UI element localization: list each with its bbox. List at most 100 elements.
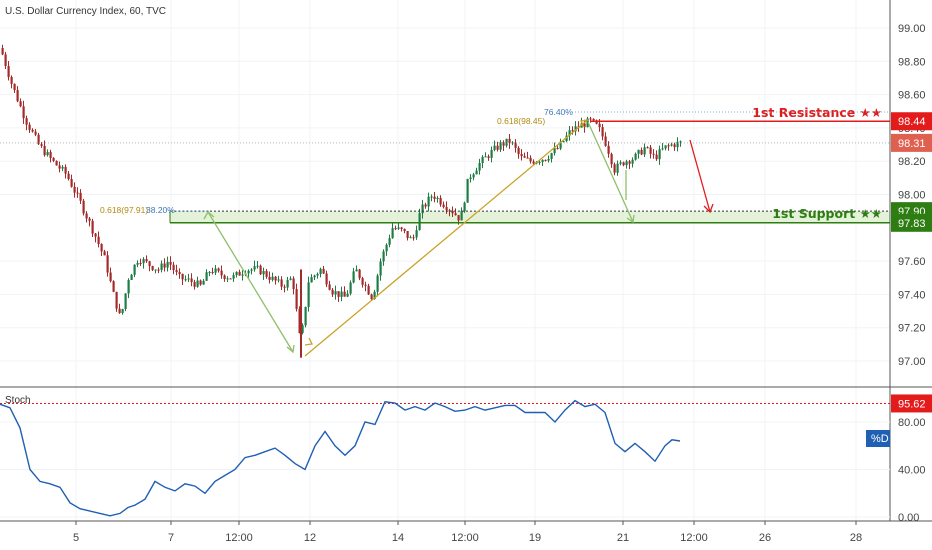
stoch-layer: 80.00 40.00 0.00 95.62 %D bbox=[0, 394, 932, 524]
candle-body bbox=[379, 261, 382, 276]
candle-body bbox=[268, 276, 271, 280]
candle-body bbox=[310, 277, 313, 283]
candle-body bbox=[544, 159, 547, 161]
candle-body bbox=[589, 118, 592, 120]
grid bbox=[0, 0, 890, 521]
support-label: 1st Support ★★ bbox=[772, 206, 882, 221]
candle-body bbox=[319, 268, 322, 274]
overlays: 1st Resistance ★★ 1st Support ★★ 0.618(97.… bbox=[0, 105, 890, 357]
candle-body bbox=[454, 213, 457, 216]
candle-body bbox=[463, 202, 466, 212]
candle-body bbox=[256, 265, 259, 267]
fib-line bbox=[304, 119, 589, 357]
candle-body bbox=[436, 197, 439, 199]
candle-body bbox=[610, 153, 613, 165]
price-tick-label: 97.40 bbox=[898, 289, 926, 301]
candle-body bbox=[595, 120, 598, 124]
candle-body bbox=[241, 274, 244, 276]
candle-body bbox=[181, 273, 184, 280]
candle-body bbox=[67, 173, 70, 179]
candle-body bbox=[628, 161, 631, 164]
candle-body bbox=[496, 145, 499, 150]
fib-arrow-head bbox=[304, 337, 313, 346]
candle-body bbox=[289, 278, 292, 280]
projection-arrow bbox=[689, 139, 711, 213]
candle-body bbox=[565, 135, 568, 142]
candle-body bbox=[478, 163, 481, 171]
candle-body bbox=[280, 279, 283, 287]
candle-body bbox=[490, 149, 493, 158]
candle-body bbox=[421, 204, 424, 214]
last-price-badge: 98.31 bbox=[898, 138, 926, 150]
candle-body bbox=[505, 138, 508, 146]
candle-body bbox=[487, 156, 490, 158]
candle-body bbox=[301, 325, 304, 333]
candle-body bbox=[403, 228, 406, 231]
candle-body bbox=[190, 278, 193, 283]
candle-body bbox=[193, 282, 196, 287]
candle-body bbox=[139, 263, 142, 265]
candle-body bbox=[529, 157, 532, 162]
candle-body bbox=[331, 289, 334, 295]
candle-body bbox=[517, 147, 520, 155]
candle-body bbox=[568, 130, 571, 136]
candle-body bbox=[457, 215, 460, 221]
candle-body bbox=[511, 142, 514, 144]
candle-body bbox=[541, 159, 544, 162]
candle-body bbox=[31, 129, 34, 132]
candle-body bbox=[382, 251, 385, 262]
candle-body bbox=[373, 291, 376, 300]
candle-body bbox=[481, 156, 484, 164]
price-tick-label: 97.60 bbox=[898, 256, 926, 268]
candle-body bbox=[205, 272, 208, 281]
candle-body bbox=[88, 218, 91, 221]
candle-body bbox=[412, 237, 415, 239]
candle-body bbox=[316, 273, 319, 276]
candle-body bbox=[73, 186, 76, 193]
candle-body bbox=[100, 243, 103, 252]
candle-body bbox=[340, 291, 343, 297]
candle-body bbox=[622, 162, 625, 166]
candle-body bbox=[475, 170, 478, 175]
candle-body bbox=[217, 268, 220, 271]
pattern-arrow-head bbox=[626, 214, 635, 224]
candle-body bbox=[124, 293, 127, 310]
candle-body bbox=[361, 278, 364, 285]
candle-body bbox=[424, 204, 427, 207]
candle-body bbox=[526, 157, 529, 159]
candle-body bbox=[370, 294, 373, 300]
candle-body bbox=[499, 142, 502, 150]
candle-body bbox=[250, 269, 253, 271]
candle-body bbox=[133, 264, 136, 275]
candle-body bbox=[109, 272, 112, 282]
candle-body bbox=[670, 144, 673, 146]
stoch-tick-label: 0.00 bbox=[898, 512, 919, 524]
pattern-arrow bbox=[587, 121, 634, 223]
candle-body bbox=[466, 178, 469, 203]
candle-body bbox=[34, 131, 37, 135]
resistance-label: 1st Resistance ★★ bbox=[752, 105, 882, 120]
candle-body bbox=[508, 138, 511, 144]
candle-body bbox=[172, 264, 175, 271]
candle-body bbox=[352, 271, 355, 283]
stoch-d-badge: %D bbox=[871, 433, 889, 445]
candle-body bbox=[631, 159, 634, 164]
candle-body bbox=[106, 255, 109, 273]
candle-body bbox=[43, 145, 46, 156]
price-tick-label: 99.00 bbox=[898, 23, 926, 35]
candle-body bbox=[4, 54, 7, 67]
candle-body bbox=[259, 265, 262, 275]
candle-body bbox=[226, 278, 229, 280]
price-pane bbox=[0, 0, 890, 385]
candle-body bbox=[394, 228, 397, 230]
candle-body bbox=[277, 279, 280, 281]
candle-body bbox=[145, 259, 148, 262]
candle-body bbox=[127, 279, 130, 294]
pattern-arrow bbox=[207, 211, 294, 353]
pattern-arrow-head bbox=[203, 211, 215, 220]
time-tick-label: 5 bbox=[73, 532, 79, 544]
candle-body bbox=[442, 204, 445, 208]
candle-body bbox=[64, 166, 67, 174]
candle-body bbox=[283, 286, 286, 288]
candle-body bbox=[202, 280, 205, 285]
